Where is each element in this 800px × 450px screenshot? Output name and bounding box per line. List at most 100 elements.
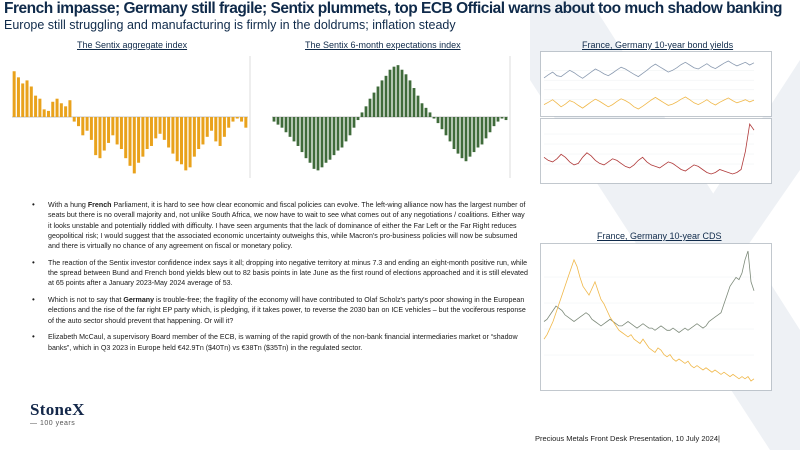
- bar: [167, 117, 171, 148]
- bar: [464, 117, 468, 162]
- bar: [21, 83, 25, 117]
- cds-svg: [540, 243, 772, 391]
- bar: [192, 117, 196, 157]
- bar: [460, 117, 464, 159]
- bar: [205, 117, 209, 137]
- bar: [476, 117, 480, 148]
- bar: [304, 117, 308, 159]
- bar: [51, 101, 55, 117]
- bar: [38, 98, 42, 117]
- bar: [328, 117, 332, 160]
- bar: [184, 117, 188, 171]
- bar: [29, 86, 33, 117]
- bar: [420, 103, 424, 117]
- bar: [392, 66, 396, 117]
- bar: [380, 80, 384, 117]
- commentary-bullets: With a hung French Parliament, it is har…: [28, 200, 528, 359]
- bar: [145, 117, 149, 150]
- stonex-logo: StoneX — 100 years: [30, 400, 85, 427]
- bar: [214, 117, 218, 142]
- bullet-text: With a hung: [48, 201, 88, 209]
- bar: [102, 117, 106, 151]
- bullet-bold: Germany: [123, 296, 155, 305]
- sentix-aggregate-svg: [12, 56, 251, 178]
- bar: [218, 117, 222, 146]
- bar: [188, 117, 192, 168]
- bullet-text: The reaction of the Sentix investor conf…: [48, 258, 528, 288]
- bond-spread-svg: [540, 118, 772, 184]
- bar: [308, 117, 312, 163]
- bar: [154, 117, 158, 139]
- bar: [492, 117, 496, 127]
- bar: [440, 117, 444, 130]
- page-subtitle: Europe still struggling and manufacturin…: [4, 18, 456, 32]
- logo-sub-text: 100 years: [39, 420, 76, 427]
- bar: [16, 77, 20, 117]
- bullet-text: Which is not to say that: [48, 296, 124, 305]
- bar: [496, 117, 500, 122]
- bullet-text: Elizabeth McCaul, a supervisory Board me…: [48, 333, 518, 352]
- bar: [59, 103, 63, 117]
- bar: [376, 86, 380, 117]
- series-line: [543, 122, 755, 175]
- bar: [416, 95, 420, 117]
- logo-subtitle: — 100 years: [30, 420, 76, 427]
- bar: [468, 117, 472, 157]
- bar: [400, 69, 404, 117]
- bar: [284, 117, 288, 133]
- bar: [312, 117, 316, 169]
- bar: [316, 117, 320, 171]
- bar: [288, 117, 292, 137]
- bar: [227, 117, 231, 128]
- bar: [276, 117, 280, 125]
- bar: [332, 117, 336, 156]
- bar: [94, 117, 98, 156]
- bar: [244, 117, 248, 128]
- bond-yields-svg: [540, 51, 772, 117]
- bullet-shadow-banking: Elizabeth McCaul, a supervisory Board me…: [28, 332, 528, 353]
- bar: [384, 75, 388, 117]
- bar: [89, 117, 93, 140]
- bar: [72, 117, 76, 122]
- bar: [348, 117, 352, 136]
- series-line: [543, 96, 755, 110]
- bar: [344, 117, 348, 142]
- bar: [42, 109, 46, 117]
- bar: [119, 117, 123, 150]
- bar: [179, 117, 183, 165]
- bar: [320, 117, 324, 168]
- bar: [472, 117, 476, 153]
- plot-frame: [540, 243, 772, 391]
- cds-chart: [540, 243, 772, 391]
- page-title: French impasse; Germany still fragile; S…: [4, 0, 782, 17]
- bar: [231, 117, 235, 122]
- sentix-aggregate-chart: [10, 52, 260, 182]
- bar: [480, 117, 484, 145]
- bar: [141, 117, 145, 157]
- bar: [444, 117, 448, 136]
- bullet-bold: French: [87, 201, 112, 209]
- bar: [488, 117, 492, 133]
- bond-yields-chart: [540, 51, 772, 117]
- bar: [272, 117, 276, 122]
- bar: [46, 110, 50, 117]
- bar: [324, 117, 328, 163]
- bar: [25, 80, 29, 117]
- bar: [372, 92, 376, 117]
- bar: [424, 107, 428, 117]
- bar: [124, 117, 128, 159]
- bar: [222, 117, 226, 137]
- bar: [412, 88, 416, 117]
- series-line: [543, 258, 755, 382]
- bar: [149, 117, 153, 146]
- sentix-aggregate-title: The Sentix aggregate index: [77, 40, 188, 50]
- bar: [85, 117, 89, 131]
- bar: [115, 117, 119, 145]
- bar: [428, 112, 432, 117]
- bar: [68, 100, 72, 117]
- logo-name: StoneX: [30, 400, 85, 419]
- bullet-text: Parliament, it is hard to see how clear …: [48, 201, 526, 251]
- bar: [210, 117, 214, 131]
- bar: [300, 117, 304, 153]
- bar: [456, 117, 460, 154]
